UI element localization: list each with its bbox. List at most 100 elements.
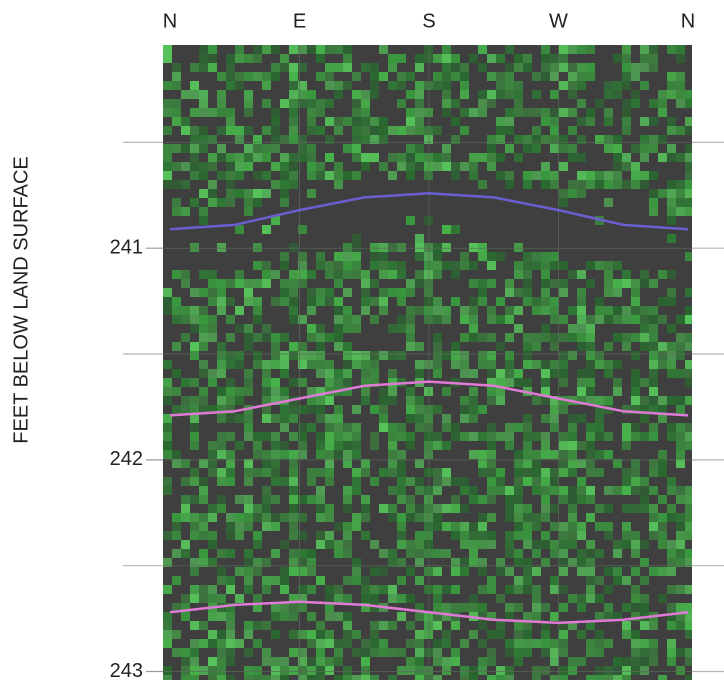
texture-cell — [640, 396, 649, 405]
texture-cell — [352, 324, 361, 333]
texture-cell — [451, 522, 460, 531]
texture-cell — [361, 576, 370, 585]
texture-cell — [316, 432, 325, 441]
texture-cell — [289, 315, 298, 324]
texture-cell — [271, 297, 280, 306]
texture-cell — [307, 360, 316, 369]
texture-cell — [343, 261, 352, 270]
texture-cell — [280, 171, 289, 180]
texture-cell — [460, 432, 469, 441]
texture-cell — [469, 549, 478, 558]
texture-cell — [622, 99, 631, 108]
texture-cell — [676, 585, 685, 594]
texture-cell — [172, 531, 181, 540]
texture-cell — [343, 243, 352, 252]
texture-cell — [559, 261, 568, 270]
texture-cell — [586, 513, 595, 522]
texture-cell — [397, 162, 406, 171]
texture-cell — [307, 639, 316, 648]
texture-cell — [622, 108, 631, 117]
texture-cell — [550, 252, 559, 261]
texture-cell — [586, 351, 595, 360]
texture-cell — [406, 90, 415, 99]
texture-cell — [226, 387, 235, 396]
texture-cell — [478, 621, 487, 630]
texture-cell — [181, 504, 190, 513]
texture-cell — [532, 396, 541, 405]
texture-cell — [280, 414, 289, 423]
texture-cell — [649, 513, 658, 522]
texture-cell — [361, 117, 370, 126]
texture-cell — [208, 666, 217, 675]
texture-cell — [352, 261, 361, 270]
texture-cell — [217, 441, 226, 450]
texture-cell — [190, 594, 199, 603]
texture-cell — [631, 639, 640, 648]
texture-cell — [487, 72, 496, 81]
texture-cell — [613, 288, 622, 297]
texture-cell — [307, 657, 316, 666]
texture-cell — [595, 648, 604, 657]
texture-cell — [595, 594, 604, 603]
texture-cell — [352, 99, 361, 108]
texture-cell — [514, 243, 523, 252]
texture-cell — [460, 162, 469, 171]
texture-cell — [568, 45, 577, 54]
texture-cell — [352, 243, 361, 252]
texture-cell — [262, 657, 271, 666]
texture-cell — [514, 621, 523, 630]
texture-cell — [496, 621, 505, 630]
texture-cell — [451, 603, 460, 612]
texture-cell — [379, 468, 388, 477]
texture-cell — [622, 603, 631, 612]
texture-cell — [289, 45, 298, 54]
texture-cell — [685, 675, 692, 680]
texture-cell — [523, 612, 532, 621]
texture-cell — [487, 432, 496, 441]
texture-cell — [433, 126, 442, 135]
texture-cell — [325, 171, 334, 180]
texture-cell — [496, 396, 505, 405]
texture-cell — [379, 45, 388, 54]
texture-cell — [550, 333, 559, 342]
texture-cell — [415, 531, 424, 540]
texture-cell — [289, 243, 298, 252]
texture-cell — [433, 261, 442, 270]
texture-cell — [532, 360, 541, 369]
texture-cell — [451, 117, 460, 126]
texture-cell — [262, 126, 271, 135]
texture-cell — [253, 603, 262, 612]
texture-cell — [334, 432, 343, 441]
texture-cell — [226, 639, 235, 648]
texture-cell — [613, 153, 622, 162]
texture-cell — [361, 504, 370, 513]
texture-cell — [289, 558, 298, 567]
texture-cell — [181, 270, 190, 279]
texture-cell — [577, 441, 586, 450]
texture-cell — [622, 576, 631, 585]
texture-cell — [487, 144, 496, 153]
texture-cell — [298, 252, 307, 261]
texture-cell — [208, 540, 217, 549]
y-tick-label: 242 — [110, 448, 143, 470]
texture-cell — [163, 99, 172, 108]
texture-cell — [487, 90, 496, 99]
texture-cell — [325, 45, 334, 54]
texture-cell — [478, 63, 487, 72]
texture-cell — [343, 666, 352, 675]
texture-cell — [325, 612, 334, 621]
texture-cell — [226, 675, 235, 680]
texture-cell — [262, 513, 271, 522]
texture-cell — [550, 648, 559, 657]
texture-cell — [649, 621, 658, 630]
texture-cell — [271, 522, 280, 531]
texture-cell — [460, 504, 469, 513]
texture-cell — [523, 54, 532, 63]
texture-cell — [361, 306, 370, 315]
texture-cell — [235, 279, 244, 288]
texture-cell — [496, 126, 505, 135]
texture-cell — [577, 549, 586, 558]
texture-cell — [586, 549, 595, 558]
texture-cell — [388, 81, 397, 90]
texture-cell — [451, 477, 460, 486]
